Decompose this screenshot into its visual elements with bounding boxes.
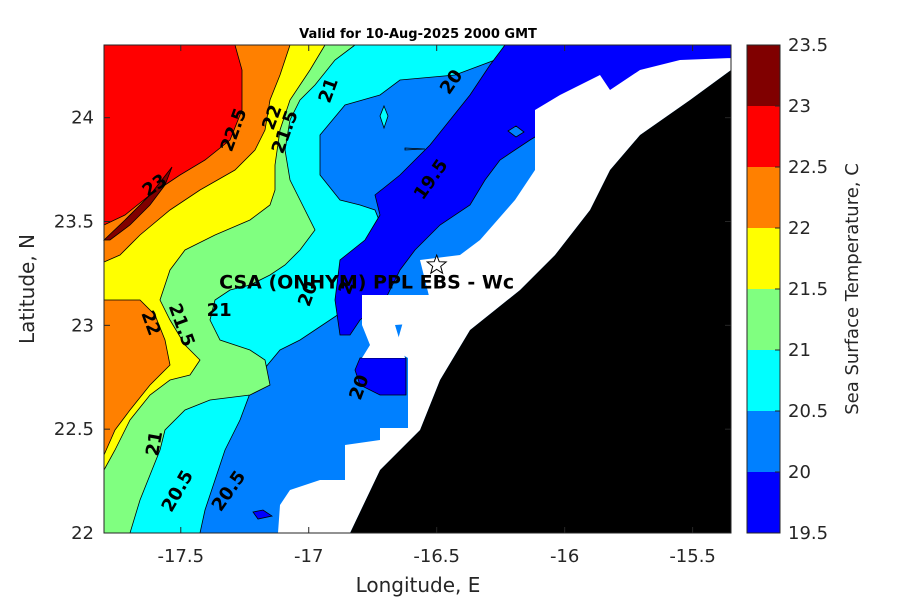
- colorbar: 19.5 20 20.5 21 21.5 22 22.5 23 23.5: [746, 35, 828, 544]
- colorbar-swatch: [747, 472, 780, 533]
- site-annotation: CSA (ONHYM) PPL EBS - Wc: [219, 272, 514, 294]
- band-22-to-22-5-south: [103, 299, 171, 456]
- colorbar-swatch: [747, 289, 780, 350]
- colorbar-swatch: [747, 228, 780, 289]
- band-22-5-to-23: [103, 44, 243, 226]
- y-tick-label: 23: [71, 315, 94, 336]
- colorbar-swatch: [747, 45, 780, 106]
- x-tick-label: -15.5: [669, 546, 716, 567]
- band-23-to-23-5: [103, 166, 173, 241]
- colorbar-tick-label: 22: [788, 218, 811, 239]
- x-axis: -17.5 -17 -16.5 -16 -15.5: [157, 45, 716, 567]
- contour-label: 21: [207, 300, 232, 321]
- x-tick-label: -16.5: [413, 546, 460, 567]
- y-tick-label: 24: [71, 108, 94, 129]
- colorbar-tick-label: 19.5: [788, 523, 828, 544]
- x-tick-label: -17.5: [157, 546, 204, 567]
- plot-frame: [103, 44, 732, 534]
- colorbar-tick-label: 22.5: [788, 157, 828, 178]
- land-mask: [350, 45, 731, 533]
- site-star-marker: [425, 253, 448, 275]
- band-19-5-to-20-south: [354, 357, 407, 396]
- x-axis-label: Longitude, E: [356, 573, 481, 597]
- chart-title: Valid for 10-Aug-2025 2000 GMT: [299, 27, 537, 42]
- colorbar-tick-label: 23.5: [788, 35, 828, 56]
- colorbar-tick-label: 21: [788, 340, 811, 361]
- islet: [570, 122, 632, 172]
- colorbar-tick-label: 20.5: [788, 401, 828, 422]
- y-axis-label: Latitude, N: [15, 234, 39, 344]
- missing-data-coastal-strip: [278, 45, 731, 533]
- colorbar-label: Sea Surface Temperature, C: [842, 163, 863, 415]
- small-patch-lightblue: [404, 147, 426, 151]
- colorbar-tick-label: 23: [788, 96, 811, 117]
- y-axis: 22 22.5 23 23.5 24: [54, 108, 731, 544]
- y-tick-label: 22.5: [54, 419, 94, 440]
- colorbar-tick-label: 21.5: [788, 279, 828, 300]
- x-tick-label: -16: [550, 546, 579, 567]
- colorbar-swatch: [747, 167, 780, 228]
- colorbar-swatch: [747, 106, 780, 167]
- y-tick-label: 22: [71, 523, 94, 544]
- small-patch-diamond: [507, 125, 525, 138]
- small-patch-cyan: [379, 104, 389, 130]
- y-tick-label: 23.5: [54, 212, 94, 233]
- small-patch-sw: [252, 509, 274, 520]
- colorbar-swatch: [747, 350, 780, 411]
- x-tick-label: -17: [294, 546, 323, 567]
- colorbar-tick-label: 20: [788, 462, 811, 483]
- colorbar-swatch: [747, 411, 780, 472]
- contour-label: 21: [142, 429, 167, 457]
